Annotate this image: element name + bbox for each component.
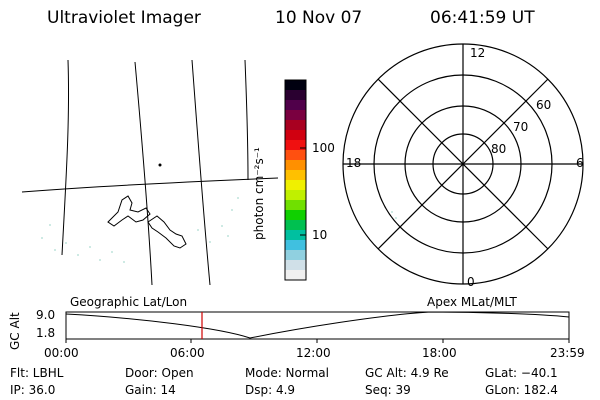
colorbar-unit-label: photon cm⁻²s⁻¹ bbox=[252, 147, 266, 240]
colorbar-stripe bbox=[285, 80, 306, 91]
colorbar-stripe bbox=[285, 120, 306, 131]
island-dot bbox=[158, 163, 162, 167]
dsp-value: Dsp: 4.9 bbox=[245, 383, 296, 397]
gc-alt-value: GC Alt: 4.9 Re bbox=[365, 366, 449, 380]
time-label: 06:41:59 UT bbox=[430, 8, 535, 28]
apex-caption: Apex MLat/MLT bbox=[427, 295, 517, 309]
colorbar-stripe bbox=[285, 240, 306, 251]
polar-dial bbox=[342, 43, 584, 285]
colorbar-stripe bbox=[285, 180, 306, 191]
altitude-timeline bbox=[65, 311, 570, 343]
latitude-line bbox=[21, 177, 279, 193]
colorbar-stripe bbox=[285, 150, 306, 161]
door-value: Door: Open bbox=[125, 366, 194, 380]
date-label: 10 Nov 07 bbox=[275, 8, 363, 28]
filter-value: Flt: LBHL bbox=[10, 366, 64, 380]
colorbar-tick-10: 10 bbox=[312, 228, 328, 242]
landmass bbox=[147, 215, 187, 249]
colorbar-stripe bbox=[285, 190, 306, 201]
aurora-speckle bbox=[41, 197, 397, 263]
colorbar-stripe bbox=[285, 140, 306, 151]
meridian-line bbox=[191, 59, 211, 286]
colorbar-tick-100: 100 bbox=[312, 141, 335, 155]
meridian-line bbox=[244, 59, 249, 181]
landmass bbox=[107, 195, 151, 227]
colorbar-stripe bbox=[285, 270, 306, 281]
instrument-title: Ultraviolet Imager bbox=[47, 8, 201, 28]
ip-value: IP: 36.0 bbox=[10, 383, 56, 397]
mlat-label-60: 60 bbox=[536, 98, 552, 112]
timeline-tick-1200: 12:00 bbox=[296, 346, 331, 360]
timeline-ymax: 9.0 bbox=[36, 308, 56, 322]
colorbar-stripe bbox=[285, 260, 306, 271]
mlat-label-80: 80 bbox=[491, 142, 507, 156]
geographic-map bbox=[21, 59, 279, 286]
glat-value: GLat: −40.1 bbox=[485, 366, 558, 380]
colorbar-stripe bbox=[285, 170, 306, 181]
altitude-curve bbox=[65, 311, 570, 339]
colorbar-stripe bbox=[285, 220, 306, 231]
mlt-label-12: 12 bbox=[470, 46, 486, 60]
colorbar-stripe bbox=[285, 130, 306, 141]
timeline-ylabel: GC Alt bbox=[8, 312, 22, 350]
colorbar-stripe bbox=[285, 210, 306, 221]
gain-value: Gain: 14 bbox=[125, 383, 176, 397]
timeline-ymin: 1.8 bbox=[36, 326, 56, 340]
colorbar-stripe bbox=[285, 250, 306, 261]
mlt-label-6: 6 bbox=[576, 156, 584, 170]
glon-value: GLon: 182.4 bbox=[485, 383, 558, 397]
timeline-tick-1800: 18:00 bbox=[422, 346, 457, 360]
geographic-caption: Geographic Lat/Lon bbox=[70, 295, 188, 309]
mode-value: Mode: Normal bbox=[245, 366, 329, 380]
colorbar-stripe bbox=[285, 200, 306, 211]
timeline-tick-0000: 00:00 bbox=[44, 346, 79, 360]
timeline-tick-2359: 23:59 bbox=[550, 346, 585, 360]
meridian-line bbox=[61, 59, 70, 256]
colorbar-stripe bbox=[285, 160, 306, 171]
meridian-line bbox=[134, 61, 153, 286]
colorbar bbox=[284, 79, 307, 281]
mlt-label-0: 0 bbox=[467, 275, 475, 289]
mlt-label-18: 18 bbox=[346, 156, 362, 170]
colorbar-stripe bbox=[285, 230, 306, 241]
colorbar-stripe bbox=[285, 90, 306, 101]
mlat-label-70: 70 bbox=[513, 120, 529, 134]
timeline-tick-0600: 06:00 bbox=[170, 346, 205, 360]
colorbar-stripe bbox=[285, 100, 306, 111]
seq-value: Seq: 39 bbox=[365, 383, 411, 397]
colorbar-stripe bbox=[285, 110, 306, 121]
